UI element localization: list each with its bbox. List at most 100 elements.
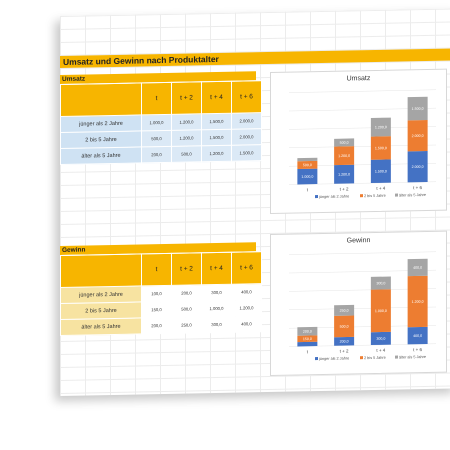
gewinn-header-blank xyxy=(60,253,142,288)
data-label: 1.200,0 xyxy=(338,172,350,176)
table-cell: 1.200,0 xyxy=(171,113,202,131)
table-cell: 500,0 xyxy=(171,145,202,163)
gridline xyxy=(289,251,436,255)
table-cell: 200,0 xyxy=(141,317,172,334)
data-label: 1.200,0 xyxy=(338,154,350,158)
table-cell: 300,0 xyxy=(201,284,232,301)
gewinn-header-col: t + 2 xyxy=(171,252,202,286)
bar-segment xyxy=(370,331,391,346)
x-tick-label: t xyxy=(307,349,309,354)
legend-swatch xyxy=(315,357,318,361)
data-label: 1.000,0 xyxy=(301,175,313,179)
bar-segment xyxy=(297,168,318,185)
gewinn-chart-svg: 150,0 200,0 t 200,0 500,0 250,0 t + 2 300,0 1.00… xyxy=(289,251,436,361)
bar-segment xyxy=(334,138,355,147)
bar-segment xyxy=(334,336,355,346)
bar-segment xyxy=(334,315,355,338)
data-label: 1.200,0 xyxy=(375,125,387,129)
data-label: 300,0 xyxy=(376,281,385,285)
table-cell: 1.500,0 xyxy=(201,113,232,130)
gewinn-table: t t + 2 t + 4 t + 6 jünger als 2 Jahre 1… xyxy=(60,251,262,336)
table-cell: 2.000,0 xyxy=(231,112,262,130)
bar-segment xyxy=(297,326,318,336)
x-tick-label: t + 2 xyxy=(340,348,349,353)
data-label: 400,0 xyxy=(413,334,422,338)
legend-swatch xyxy=(360,194,363,198)
x-tick-label: t + 4 xyxy=(376,186,385,191)
data-label: 400,0 xyxy=(413,266,422,270)
table-cell: 2.000,0 xyxy=(231,128,262,146)
table-cell: 150,0 xyxy=(141,301,172,318)
data-label: 2.000,0 xyxy=(412,134,424,138)
table-cell: 1.500,0 xyxy=(201,129,232,146)
table-cell: 500,0 xyxy=(171,300,202,318)
table-cell: 1.200,0 xyxy=(171,129,202,147)
table-cell: 1.000,0 xyxy=(141,114,172,131)
bar-segment xyxy=(334,304,355,316)
table-cell: 500,0 xyxy=(141,130,172,147)
data-label: 2.000,0 xyxy=(412,165,424,169)
data-label: 150,0 xyxy=(303,337,312,341)
bar-segment xyxy=(370,159,391,184)
table-cell: 100,0 xyxy=(141,285,172,302)
data-label: 500,0 xyxy=(303,163,312,167)
table-cell: 200,0 xyxy=(141,146,172,163)
bar-segment xyxy=(334,164,355,184)
table-cell: 400,0 xyxy=(231,283,262,301)
table-cell: 300,0 xyxy=(201,316,232,333)
bar-segment xyxy=(407,96,428,121)
bar-segment xyxy=(407,150,428,183)
gewinn-header-col: t + 6 xyxy=(231,251,262,285)
gewinn-header-col: t + 4 xyxy=(201,252,232,285)
data-label: 1.500,0 xyxy=(412,107,424,111)
bar-segment xyxy=(297,335,318,343)
legend-swatch xyxy=(360,356,363,360)
bar-segment xyxy=(370,117,391,137)
table-cell: 1.000,0 xyxy=(201,300,232,317)
bar-segment xyxy=(407,119,428,152)
umsatz-chart-svg: 1.000,0 500,0 t 1.200,0 1.200,0 500,0 t + 2 1.5… xyxy=(289,89,436,199)
umsatz-table: t t + 2 t + 4 t + 6 jünger als 2 Jahre 1… xyxy=(60,80,262,165)
umsatz-header-col: t xyxy=(141,82,172,115)
legend-entry: älter als 5 Jahre xyxy=(399,193,426,198)
data-label: 1.500,0 xyxy=(375,146,387,150)
data-label: 1.000,0 xyxy=(375,309,387,313)
umsatz-header-blank xyxy=(60,82,142,117)
bar-segment xyxy=(370,136,391,160)
bar-segment xyxy=(407,326,428,345)
legend-entry: älter als 5 Jahre xyxy=(399,355,426,360)
table-cell: 1.200,0 xyxy=(231,299,262,317)
legend-entry: 2 bis 5 Jahre xyxy=(364,194,386,198)
table-cell: 200,0 xyxy=(171,284,202,302)
x-tick-label: t + 6 xyxy=(413,347,422,352)
spreadsheet-page: Umsatz und Gewinn nach Produktalter Umsa… xyxy=(60,8,450,397)
gridline xyxy=(289,89,436,93)
data-label: 1.200,0 xyxy=(412,300,424,304)
x-tick-label: t + 4 xyxy=(376,348,385,353)
data-label: 500,0 xyxy=(340,141,349,145)
data-label: 200,0 xyxy=(303,330,312,334)
x-tick-label: t + 6 xyxy=(413,185,422,190)
x-tick-label: t + 2 xyxy=(340,186,349,191)
row-label: älter als 5 Jahre xyxy=(60,146,142,165)
bar-segment xyxy=(407,275,428,328)
gewinn-chart: Gewinn 150,0 200,0 t 200,0 500,0 250,0 t + 2 30… xyxy=(270,230,447,376)
umsatz-header-col: t + 6 xyxy=(231,80,262,114)
bar-segment xyxy=(334,146,355,166)
legend-swatch xyxy=(315,195,318,199)
umsatz-header-col: t + 2 xyxy=(171,81,202,115)
gewinn-header-col: t xyxy=(141,253,172,286)
data-label: 500,0 xyxy=(340,325,349,329)
data-label: 200,0 xyxy=(340,339,349,343)
bar-segment xyxy=(297,160,318,169)
table-cell: 1.500,0 xyxy=(231,144,262,162)
row-label: jünger als 2 Jahre xyxy=(60,285,142,304)
umsatz-header-col: t + 4 xyxy=(201,81,232,114)
row-label: älter als 5 Jahre xyxy=(60,317,142,336)
legend-swatch xyxy=(395,355,398,359)
legend-swatch xyxy=(395,193,398,197)
table-row: älter als 5 Jahre 200,0 500,0 1.200,0 1.… xyxy=(60,144,262,165)
table-cell: 250,0 xyxy=(171,316,202,334)
legend-entry: 2 bis 5 Jahre xyxy=(364,356,386,360)
bar-segment xyxy=(297,341,318,347)
